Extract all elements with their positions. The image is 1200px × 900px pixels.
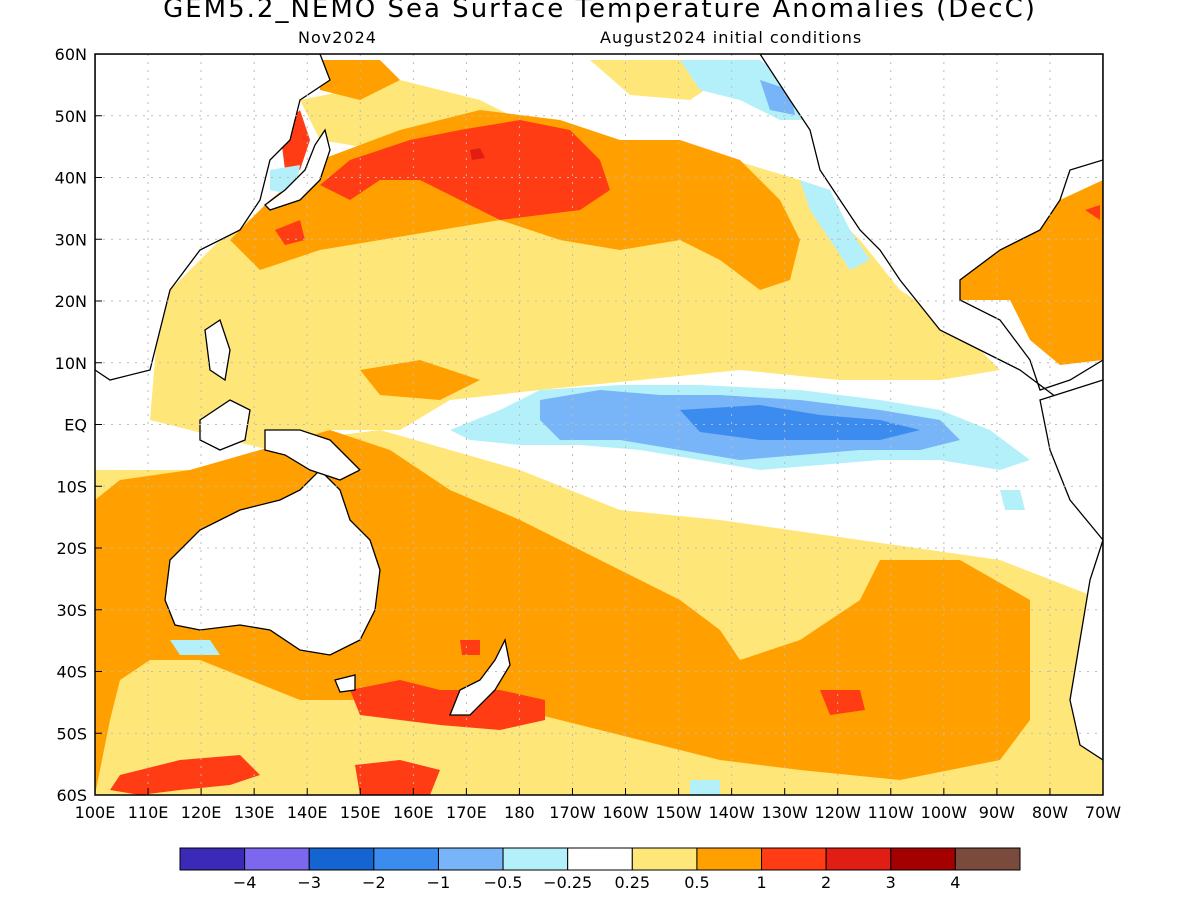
colorbar-label: 2 bbox=[821, 873, 831, 892]
lon-tick-label: 140W bbox=[708, 803, 755, 822]
lat-tick-label: 50N bbox=[55, 107, 87, 126]
colorbar-swatch bbox=[502, 847, 569, 871]
lon-tick-label: 80W bbox=[1032, 803, 1068, 822]
japan-land bbox=[264, 128, 331, 211]
land-masses bbox=[95, 54, 1103, 761]
map-title: GEM5.2_NEMO Sea Surface Temperature Anom… bbox=[163, 0, 1037, 24]
colorbar-label: 0.5 bbox=[684, 873, 709, 892]
philippines-land bbox=[204, 318, 231, 382]
lon-tick-label: 140E bbox=[287, 803, 328, 822]
lon-tick-label: 130W bbox=[762, 803, 809, 822]
lon-tick-label: 130E bbox=[234, 803, 275, 822]
lat-tick-label: 50S bbox=[56, 724, 87, 743]
colorbar-swatch bbox=[890, 847, 956, 871]
anomaly-strong-negative bbox=[680, 405, 920, 440]
lat-tick-label: 10S bbox=[56, 477, 87, 496]
anomaly-strong-positive bbox=[110, 110, 1100, 795]
lat-tick-label: EQ bbox=[64, 416, 87, 435]
map-gridlines bbox=[95, 54, 1103, 795]
colorbar: −4 −3 −2 −1 −0.5 −0.25 0.25 0.5 1 2 3 4 bbox=[179, 847, 1021, 892]
lon-tick-label: 180 bbox=[504, 803, 535, 822]
north-america-land bbox=[759, 54, 1103, 401]
colorbar-label: −0.25 bbox=[543, 873, 592, 892]
colorbar-swatch bbox=[825, 847, 892, 871]
new-guinea-land bbox=[264, 429, 362, 481]
lat-tick-label: 30N bbox=[55, 230, 87, 249]
lon-tick-label: 100E bbox=[75, 803, 116, 822]
lon-tick-label: 70W bbox=[1085, 803, 1121, 822]
lon-tick-label: 150E bbox=[340, 803, 381, 822]
lat-tick-label: 10N bbox=[55, 354, 87, 373]
lat-tick-label: 60N bbox=[55, 45, 87, 64]
new-zealand-land bbox=[449, 638, 511, 716]
australia-land bbox=[164, 469, 381, 656]
lon-tick-label: 160W bbox=[602, 803, 649, 822]
colorbar-label: −4 bbox=[233, 873, 257, 892]
lat-tick-label: 40S bbox=[56, 663, 87, 682]
colorbar-label: −1 bbox=[427, 873, 451, 892]
colorbar-label: −3 bbox=[297, 873, 321, 892]
lon-tick-label: 160E bbox=[393, 803, 434, 822]
lon-tick-label: 90W bbox=[979, 803, 1015, 822]
lat-tick-label: 60S bbox=[56, 786, 87, 805]
lon-tick-label: 120E bbox=[181, 803, 222, 822]
colorbar-label: 3 bbox=[886, 873, 896, 892]
lat-tick-label: 40N bbox=[55, 169, 87, 188]
colorbar-label: −2 bbox=[362, 873, 386, 892]
colorbar-swatch bbox=[954, 847, 1021, 871]
lat-tick-label: 30S bbox=[56, 601, 87, 620]
colorbar-label: 4 bbox=[950, 873, 960, 892]
init-conditions-label: August2024 initial conditions bbox=[600, 28, 863, 47]
colorbar-swatch bbox=[179, 847, 246, 871]
lon-tick-label: 110W bbox=[868, 803, 915, 822]
colorbar-label: −0.5 bbox=[484, 873, 523, 892]
lon-tick-label: 170E bbox=[446, 803, 487, 822]
colorbar-swatch bbox=[308, 847, 375, 871]
lon-tick-label: 150W bbox=[655, 803, 702, 822]
lon-tick-label: 100W bbox=[921, 803, 968, 822]
lon-tick-label: 120W bbox=[815, 803, 862, 822]
colorbar-swatch bbox=[696, 847, 763, 871]
valid-month-label: Nov2024 bbox=[298, 28, 377, 47]
tasmania-land bbox=[334, 674, 356, 693]
lon-tick-label: 170W bbox=[549, 803, 596, 822]
colorbar-swatch bbox=[437, 847, 504, 871]
asia-land bbox=[95, 54, 331, 381]
colorbar-swatch bbox=[244, 847, 310, 871]
south-america-land bbox=[1039, 379, 1103, 761]
colorbar-swatch bbox=[373, 847, 439, 871]
lat-tick-label: 20N bbox=[55, 292, 87, 311]
colorbar-label: 1 bbox=[756, 873, 766, 892]
colorbar-swatch bbox=[567, 847, 633, 871]
colorbar-swatch bbox=[631, 847, 698, 871]
anomaly-very-strong-positive bbox=[470, 148, 485, 160]
lat-tick-label: 20S bbox=[56, 539, 87, 558]
map-axes: 100E 110E 120E 130E 140E 150E 160E 170E 180 170W 1… bbox=[55, 45, 1122, 822]
colorbar-label: 0.25 bbox=[614, 873, 650, 892]
lon-tick-label: 110E bbox=[128, 803, 169, 822]
colorbar-swatch bbox=[761, 847, 827, 871]
